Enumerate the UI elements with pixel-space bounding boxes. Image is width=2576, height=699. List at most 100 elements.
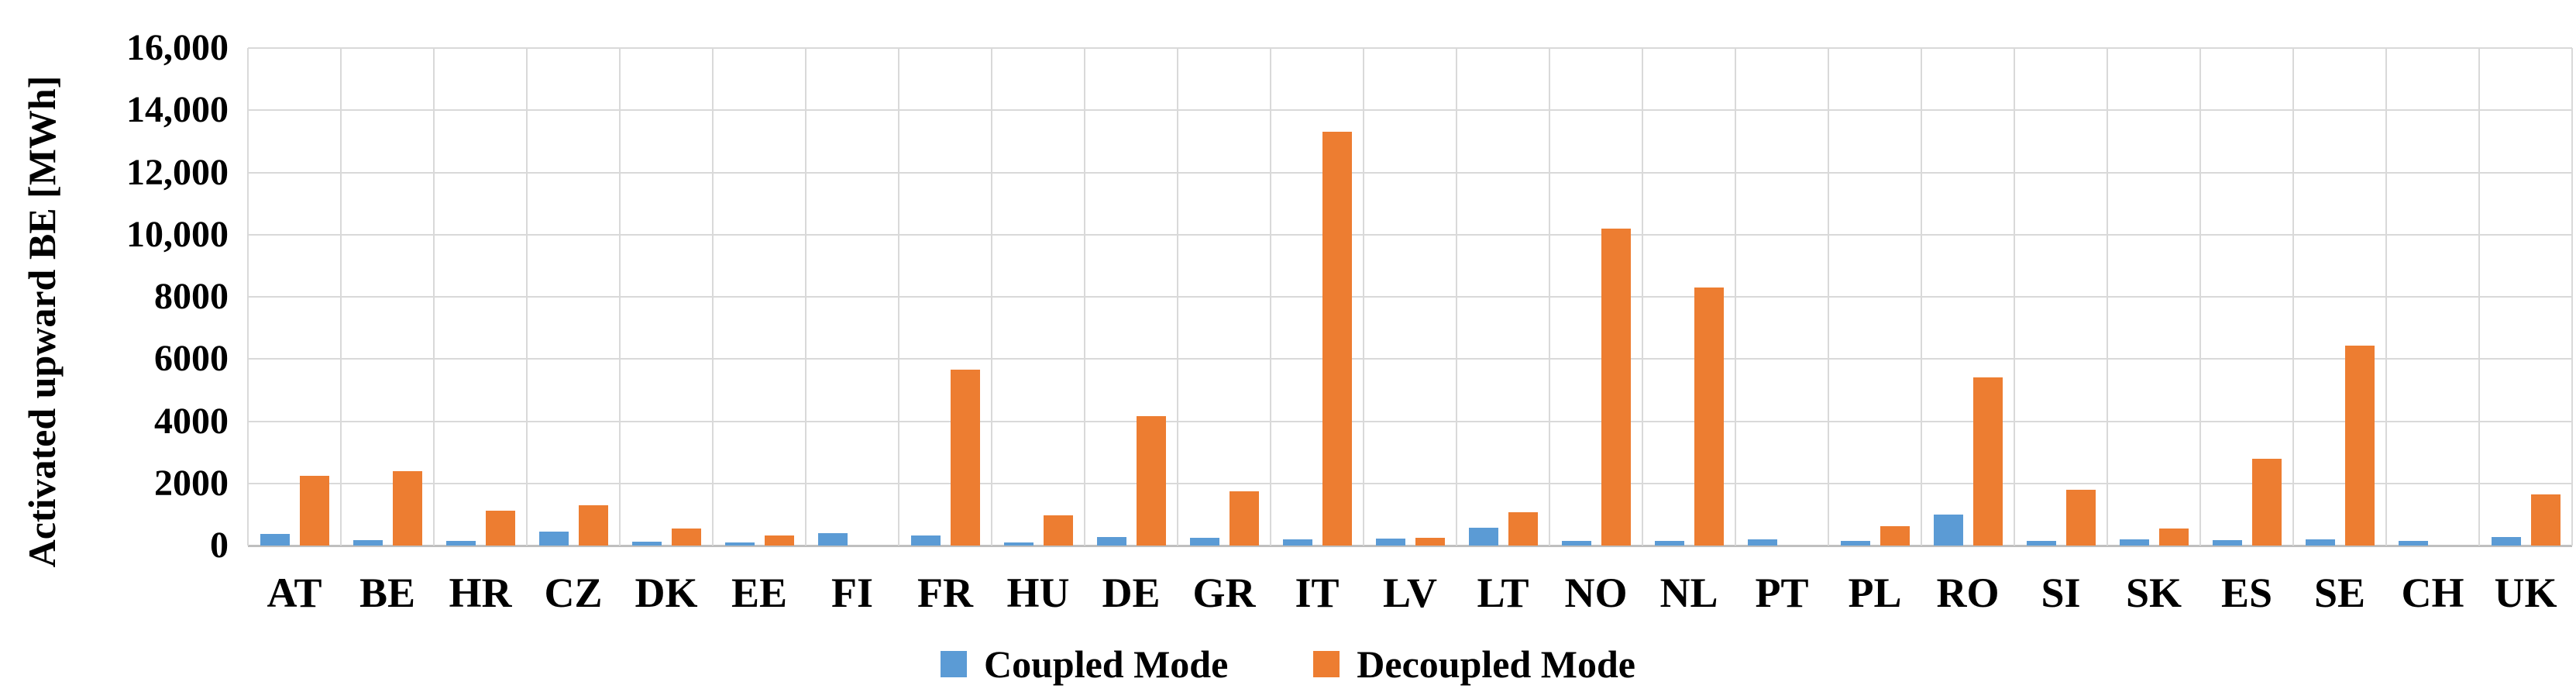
v-gridline [1735,48,1736,546]
coupled-bar-uk [2492,537,2521,546]
v-gridline [2478,48,2480,546]
v-gridline [1456,48,1457,546]
decoupled-bar-fr [951,370,980,546]
decoupled-bar-no [1601,229,1631,546]
decoupled-bar-ee [765,535,794,546]
coupled-bar-pt [1748,539,1777,546]
x-category-label-lt: LT [1477,570,1529,616]
coupled-bar-be [353,540,383,546]
coupled-bar-fi [818,533,848,546]
x-category-label-si: SI [2041,570,2081,616]
y-tick-label: 2000 [154,462,229,504]
h-gridline [248,171,2572,174]
decoupled-bar-si [2066,490,2096,546]
coupled-bar-de [1097,537,1126,546]
coupled-bar-dk [632,542,662,546]
v-gridline [247,48,249,546]
decoupled-bar-se [2345,346,2375,546]
decoupled-bar-pl [1880,526,1910,546]
coupled-bar-it [1283,539,1312,546]
y-tick-label: 10,000 [126,213,229,255]
v-gridline [2199,48,2201,546]
coupled-bar-hr [446,541,476,546]
coupled-bar-hu [1004,542,1033,546]
x-category-label-sk: SK [2125,570,2182,616]
x-category-label-cz: CZ [544,570,603,616]
decoupled-bar-uk [2531,494,2561,546]
coupled-bar-no [1562,541,1591,546]
v-gridline [1084,48,1085,546]
decoupled-bar-be [393,471,422,546]
decoupled-bar-nl [1694,288,1724,546]
v-gridline [619,48,621,546]
decoupled-bar-hu [1044,515,1073,546]
v-gridline [2292,48,2294,546]
x-category-label-be: BE [359,570,416,616]
coupled-bar-ee [725,542,755,546]
v-gridline [1363,48,1364,546]
decoupled-bar-dk [672,529,701,546]
v-gridline [805,48,807,546]
x-category-label-ch: CH [2401,570,2464,616]
v-gridline [2014,48,2015,546]
v-gridline [1921,48,1922,546]
v-gridline [526,48,528,546]
decoupled-bar-de [1137,416,1166,546]
x-category-label-hu: HU [1006,570,1070,616]
coupled-bar-gr [1190,538,1219,546]
plot-area [247,47,2573,547]
coupled-bar-fr [911,535,941,546]
h-gridline [248,233,2572,236]
x-category-label-dk: DK [635,570,698,616]
coupled-bar-cz [539,532,569,546]
x-category-label-lv: LV [1382,570,1438,616]
legend-item-coupled-mode: Coupled Mode [940,645,1228,684]
x-category-label-fr: FR [917,570,973,616]
h-gridline [248,296,2572,298]
y-tick-label: 0 [210,525,229,566]
h-gridline [248,47,2572,49]
y-tick-label: 16,000 [126,27,229,68]
decoupled-bar-ro [1973,377,2003,546]
v-gridline [1642,48,1643,546]
v-gridline [898,48,899,546]
decoupled-mode-swatch-icon [1313,651,1340,677]
coupled-bar-lt [1469,528,1498,546]
coupled-mode-swatch-icon [940,651,967,677]
x-axis-line [248,545,2572,547]
v-gridline [1828,48,1829,546]
coupled-bar-at [260,534,290,546]
x-category-label-gr: GR [1192,570,1256,616]
x-category-label-se: SE [2313,570,2366,616]
v-gridline [1549,48,1550,546]
h-gridline [248,482,2572,484]
h-gridline [248,420,2572,422]
legend-item-decoupled-mode: Decoupled Mode [1313,645,1635,684]
v-gridline [433,48,435,546]
x-category-label-fi: FI [831,570,873,616]
v-gridline [2385,48,2387,546]
decoupled-bar-at [300,476,329,546]
v-gridline [991,48,992,546]
v-gridline [712,48,714,546]
x-category-label-it: IT [1295,570,1340,616]
y-tick-label: 6000 [154,338,229,380]
coupled-bar-ro [1934,515,1963,546]
decoupled-bar-lv [1415,538,1445,546]
coupled-bar-ch [2399,541,2428,546]
coupled-bar-pl [1841,541,1870,546]
decoupled-bar-sk [2159,529,2189,546]
h-gridline [248,109,2572,112]
v-gridline [1270,48,1271,546]
y-tick-label: 12,000 [126,151,229,193]
decoupled-bar-it [1322,132,1352,546]
v-gridline [2107,48,2108,546]
coupled-bar-sk [2120,539,2149,546]
decoupled-bar-lt [1508,512,1538,546]
decoupled-bar-es [2252,459,2282,546]
coupled-bar-se [2306,539,2335,546]
coupled-bar-es [2213,540,2242,546]
y-tick-label: 4000 [154,400,229,442]
coupled-bar-lv [1376,539,1405,546]
